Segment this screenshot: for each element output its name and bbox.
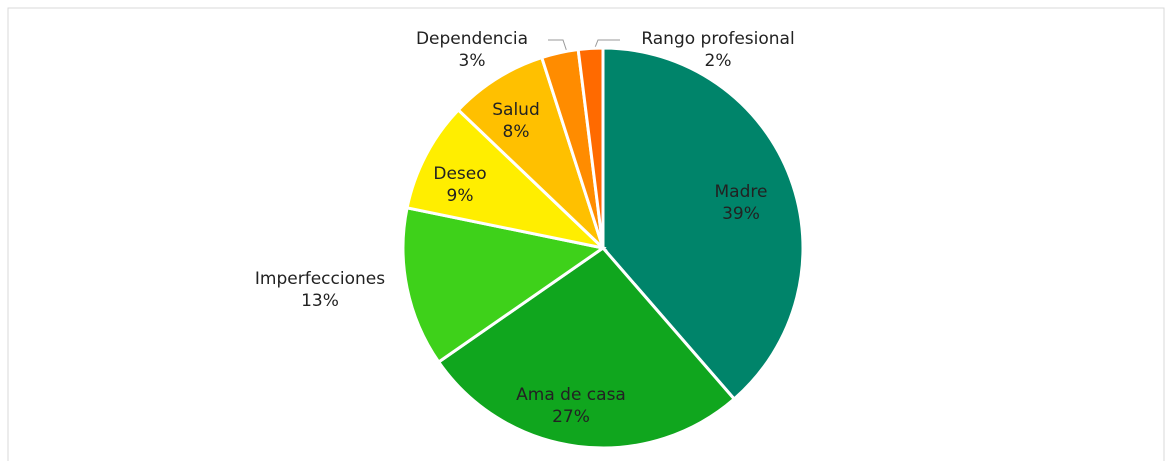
slice-label: Salud — [492, 100, 540, 120]
pie-slice — [436, 246, 737, 450]
slice-value-label: 8% — [503, 122, 530, 142]
slice-value-label: 39% — [722, 204, 760, 224]
slice-label: Imperfecciones — [255, 269, 385, 289]
slice-value-label: 2% — [705, 51, 732, 71]
slice-label: Deseo — [433, 164, 486, 184]
slice-value-label: 9% — [447, 186, 474, 206]
pie-slice — [405, 107, 608, 251]
slice-value-label: 3% — [459, 51, 486, 71]
slice-label: Madre — [715, 182, 768, 202]
slice-value-label: 13% — [301, 291, 339, 311]
pie-slice — [576, 46, 605, 249]
slice-value-label: 27% — [552, 407, 590, 427]
pie-slice — [401, 206, 607, 365]
pie-slice — [601, 46, 805, 402]
slice-label: Ama de casa — [516, 385, 626, 405]
slice-label: Dependencia — [416, 29, 528, 49]
leader-line — [548, 39, 568, 53]
pie-slice — [456, 55, 605, 250]
slice-label: Rango profesional — [641, 29, 794, 49]
